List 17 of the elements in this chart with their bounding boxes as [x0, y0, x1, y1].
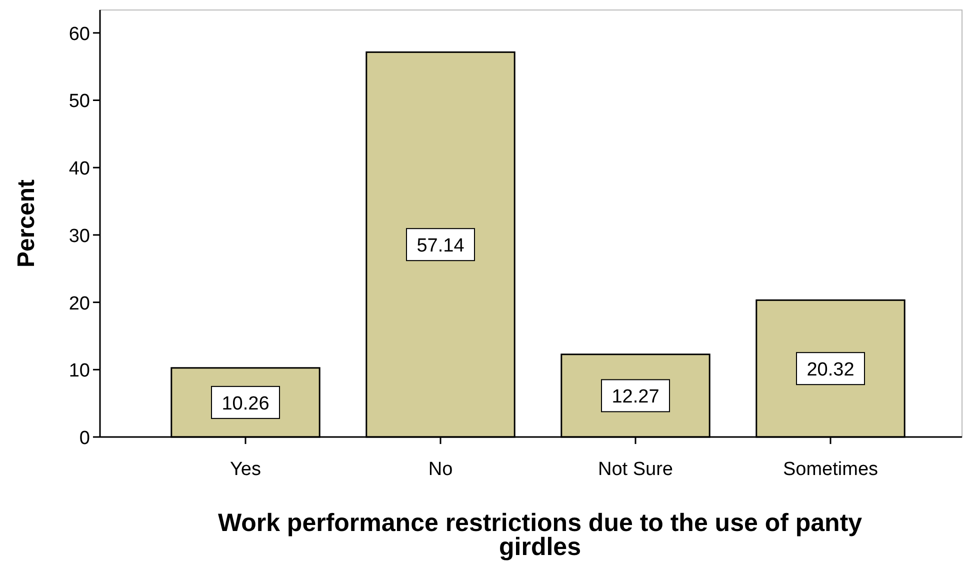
data-label: 10.26 — [222, 393, 270, 414]
y-tick-label: 10 — [68, 360, 90, 382]
data-label: 57.14 — [416, 236, 465, 257]
x-axis-title: Work performance restrictions due to the use of panty girdles — [218, 509, 862, 561]
y-axis-title: Percent — [13, 179, 40, 268]
data-label: 20.32 — [806, 360, 854, 381]
data-label: 12.27 — [612, 386, 660, 408]
y-tick-label: 20 — [68, 293, 90, 314]
x-tick-label: Yes — [230, 459, 261, 480]
y-tick-label: 60 — [68, 24, 90, 45]
y-tick-label: 30 — [68, 226, 90, 247]
y-tick-label: 50 — [68, 91, 90, 112]
x-tick-label: Sometimes — [782, 459, 878, 480]
y-tick-label: 0 — [79, 428, 90, 449]
x-tick-label: Not Sure — [598, 459, 673, 480]
y-tick-label: 40 — [68, 158, 90, 180]
x-tick-label: No — [428, 459, 453, 480]
